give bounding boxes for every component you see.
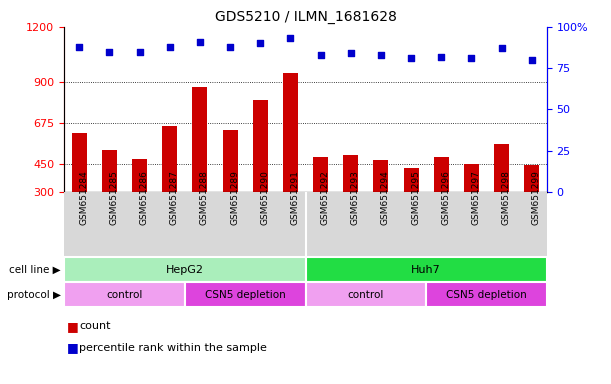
Text: count: count (79, 321, 111, 331)
Bar (64, 257, 306, 282)
Bar (343, 155, 358, 247)
Point (316, 52, 326, 58)
Text: percentile rank within the sample: percentile rank within the sample (79, 343, 267, 353)
Text: Huh7: Huh7 (411, 265, 441, 275)
Bar (524, 166, 540, 247)
Point (195, 39, 205, 45)
Title: GDS5210 / ILMN_1681628: GDS5210 / ILMN_1681628 (214, 10, 397, 25)
Text: ■: ■ (67, 341, 83, 354)
Bar (313, 157, 328, 247)
Point (75, 44, 84, 50)
Text: GSM651299: GSM651299 (532, 170, 541, 225)
Text: GSM651289: GSM651289 (230, 170, 239, 225)
Bar (494, 144, 509, 247)
Text: GSM651292: GSM651292 (321, 170, 329, 225)
Bar (71, 133, 87, 247)
Point (497, 45, 507, 51)
Bar (306, 257, 547, 282)
Text: GSM651286: GSM651286 (139, 170, 148, 225)
Text: cell line ▶: cell line ▶ (10, 265, 61, 275)
Text: GSM651294: GSM651294 (381, 170, 390, 225)
Text: GSM651297: GSM651297 (472, 170, 480, 225)
Point (527, 57, 536, 63)
Bar (306, 282, 426, 307)
Point (346, 50, 356, 56)
Bar (192, 88, 208, 247)
Bar (464, 164, 479, 247)
Text: GSM651290: GSM651290 (260, 170, 269, 225)
Point (376, 52, 386, 58)
Bar (64, 282, 185, 307)
Point (104, 49, 114, 55)
Bar (222, 130, 238, 247)
Point (467, 55, 477, 61)
Point (436, 53, 446, 60)
Text: control: control (106, 290, 143, 300)
Text: GSM651287: GSM651287 (170, 170, 179, 225)
Bar (403, 168, 419, 247)
Text: GSM651296: GSM651296 (441, 170, 450, 225)
Bar (132, 159, 147, 247)
Bar (426, 282, 547, 307)
Point (255, 40, 265, 46)
Bar (283, 73, 298, 247)
Bar (434, 157, 449, 247)
Text: GSM651293: GSM651293 (351, 170, 360, 225)
Point (165, 44, 175, 50)
Text: CSN5 depletion: CSN5 depletion (446, 290, 527, 300)
Text: GSM651285: GSM651285 (109, 170, 119, 225)
Text: GSM651291: GSM651291 (290, 170, 299, 225)
Point (285, 35, 295, 41)
Bar (162, 126, 177, 247)
Text: ■: ■ (67, 320, 83, 333)
Text: protocol ▶: protocol ▶ (7, 290, 61, 300)
Text: GSM651298: GSM651298 (502, 170, 511, 225)
Text: HepG2: HepG2 (166, 265, 204, 275)
Bar (253, 100, 268, 247)
Text: GSM651284: GSM651284 (79, 170, 88, 225)
Text: GSM651288: GSM651288 (200, 170, 209, 225)
Text: CSN5 depletion: CSN5 depletion (205, 290, 285, 300)
Bar (185, 282, 306, 307)
Point (134, 49, 144, 55)
Text: control: control (348, 290, 384, 300)
Point (225, 44, 235, 50)
Bar (102, 150, 117, 247)
Text: GSM651295: GSM651295 (411, 170, 420, 225)
Point (406, 55, 416, 61)
Bar (373, 160, 389, 247)
